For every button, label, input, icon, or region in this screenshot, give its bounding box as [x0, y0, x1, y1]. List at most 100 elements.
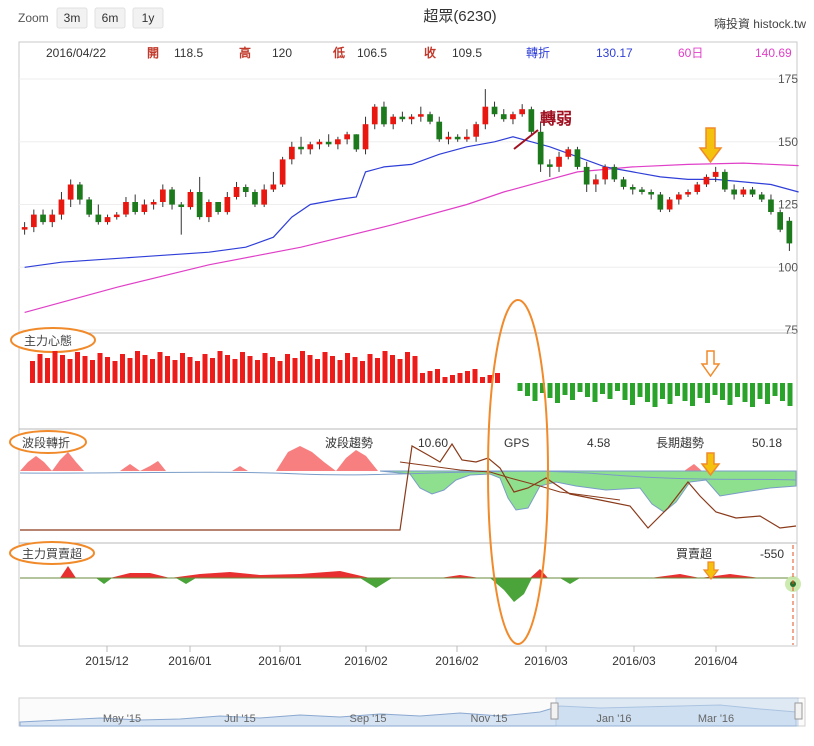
gps-label: GPS	[504, 436, 529, 450]
candle	[31, 209, 37, 233]
navigator-label: Nov '15	[471, 713, 508, 725]
candle-body	[67, 184, 74, 200]
force-bar	[735, 383, 740, 397]
navigator-selection[interactable]	[555, 697, 799, 727]
zoom-6m-button[interactable]: 6m	[94, 7, 126, 29]
candle-body	[252, 192, 258, 205]
candle	[786, 217, 793, 251]
navigator-label: Mar '16	[698, 713, 734, 725]
candle-body	[768, 199, 774, 212]
candle	[279, 156, 286, 187]
navigator-left-handle[interactable]	[550, 702, 559, 720]
candle-body	[666, 199, 673, 210]
candle	[749, 186, 756, 197]
candle	[722, 169, 728, 192]
candle-body	[206, 202, 212, 218]
force-bar	[622, 383, 628, 400]
force-bar	[727, 383, 733, 405]
candle-body	[676, 194, 682, 200]
candle-body	[500, 114, 507, 120]
candle	[685, 189, 691, 197]
navigator[interactable]: May '15 Jul '15 Sep '15 Nov '15 Jan '16 Mar '…	[18, 697, 806, 727]
force-bar	[67, 359, 73, 383]
force-bar	[787, 383, 793, 406]
candle-body	[279, 159, 286, 185]
candle	[86, 197, 92, 218]
force-bar	[772, 383, 778, 396]
wave-trend-label: 波段趨勢	[325, 435, 373, 450]
navigator-right-handle[interactable]	[794, 702, 803, 720]
candle	[648, 189, 654, 200]
force-bar	[427, 371, 433, 383]
candle-body	[95, 214, 102, 223]
candle	[187, 189, 194, 210]
candle	[123, 197, 129, 218]
candle	[537, 121, 544, 172]
candle-body	[712, 171, 719, 177]
candle-body	[196, 192, 203, 218]
candle	[104, 214, 111, 225]
candle-body	[749, 189, 756, 195]
ma60-value: 140.69	[755, 46, 792, 60]
x-axis-labels: 2015/12 2016/01 2016/01 2016/02 2016/02 2016/…	[85, 646, 738, 668]
force-bar	[292, 358, 298, 383]
candle-body	[104, 217, 111, 223]
wave-label: 波段轉折	[22, 435, 70, 450]
candle-body	[657, 194, 664, 210]
candle	[482, 89, 489, 130]
force-bar	[45, 358, 50, 383]
force-bar	[600, 383, 605, 394]
candle	[528, 106, 535, 135]
force-bar	[90, 360, 95, 383]
zoom-1y-button[interactable]: 1y	[132, 7, 164, 29]
x-tick-label: 2016/03	[524, 654, 568, 668]
force-bar	[262, 353, 268, 383]
candle	[408, 114, 415, 125]
down-arrow-icon	[700, 350, 721, 378]
force-bar	[330, 356, 335, 383]
force-bar	[577, 383, 583, 392]
candle-body	[344, 134, 350, 140]
candle-body	[685, 192, 691, 195]
x-tick-label: 2016/01	[168, 654, 212, 668]
y-tick-label: 75	[785, 323, 799, 337]
candle-body	[224, 197, 231, 213]
force-bar	[352, 357, 358, 383]
buysell-panel: 主力買賣超 買賣超 -550	[9, 541, 801, 645]
force-bar	[165, 356, 170, 383]
candle-body	[602, 166, 608, 180]
force-bar	[52, 351, 58, 383]
candle-body	[325, 141, 332, 145]
candle	[381, 101, 387, 127]
candle-body	[178, 204, 185, 207]
buysell-green-area	[20, 578, 796, 602]
candle-body	[722, 171, 728, 190]
candle-body	[86, 199, 92, 215]
navigator-labels: May '15 Jul '15 Sep '15 Nov '15 Jan '16 Mar '…	[103, 713, 734, 725]
candle-body	[187, 192, 194, 208]
wave-label-ring	[9, 430, 87, 454]
force-bar	[157, 352, 163, 383]
zoom-3m-button[interactable]: 3m	[56, 7, 88, 29]
force-bar	[420, 373, 425, 383]
wave-trend-line	[20, 442, 797, 531]
force-bar	[225, 355, 230, 383]
candle-body	[445, 136, 452, 140]
candle-body	[703, 176, 710, 185]
main-force-label: 主力心態	[24, 333, 72, 348]
ohlc-date: 2016/04/22	[46, 46, 106, 60]
candle	[777, 209, 783, 233]
force-bar	[592, 383, 598, 402]
candle-body	[528, 109, 535, 132]
chart-title: 超眾(6230)	[423, 8, 496, 25]
main-force-panel: 主力心態	[10, 327, 793, 407]
force-bar	[180, 353, 185, 383]
zoom-label: Zoom	[18, 11, 49, 25]
force-bar	[150, 359, 155, 383]
force-bar	[30, 361, 35, 383]
navigator-label: May '15	[103, 713, 141, 725]
candle-body	[390, 116, 396, 125]
zoom-3m-label: 3m	[64, 11, 81, 25]
candle	[454, 134, 461, 142]
candle-body	[519, 109, 525, 115]
